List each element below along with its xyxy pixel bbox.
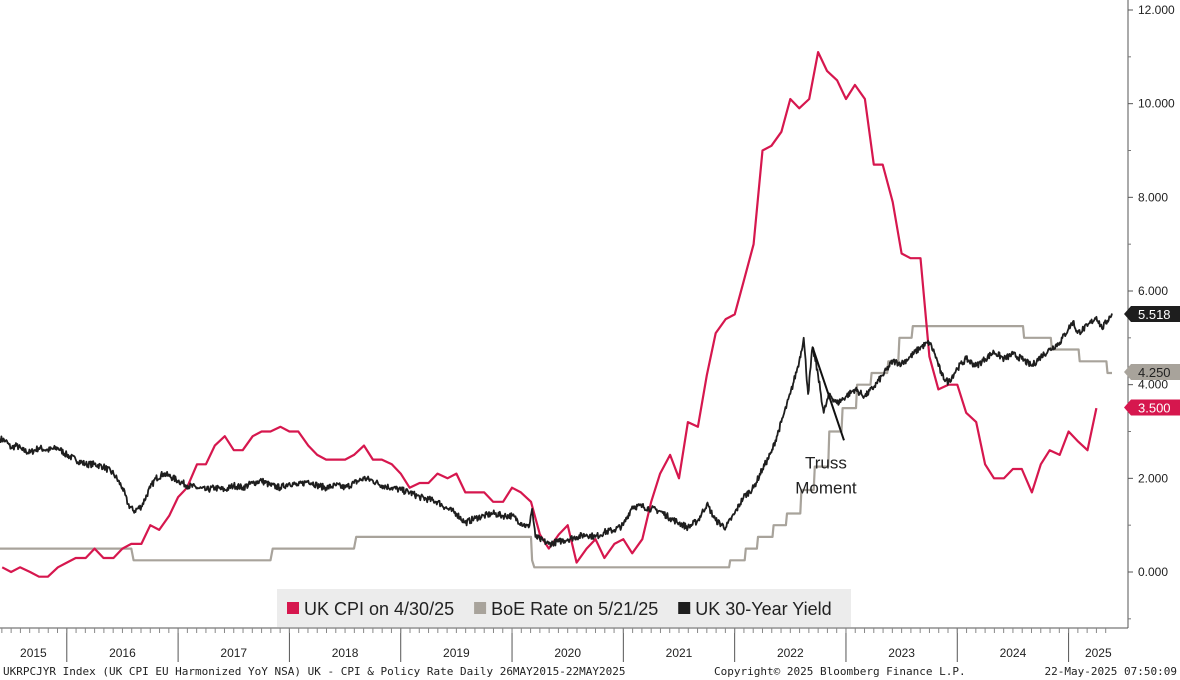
legend-entry: UK 30-Year Yield (695, 599, 831, 619)
legend-swatch (287, 602, 299, 614)
x-tick-label: 2022 (777, 646, 804, 660)
y-tick-label: 10.000 (1138, 97, 1175, 111)
series-layer (0, 51, 1113, 578)
x-tick-label: 2024 (1000, 646, 1027, 660)
last-value-badge (1124, 399, 1180, 416)
last-value-badge (1124, 306, 1180, 322)
y-tick-label: 6.000 (1138, 284, 1168, 298)
x-tick-label: 2021 (666, 646, 693, 660)
x-tick-label: 2020 (554, 646, 581, 660)
last-value-badges: 3.500 4.250 5.518 (1124, 306, 1180, 416)
y-axis: 12.000 10.000 8.000 6.000 4.000 2.000 0.000 (1127, 0, 1175, 628)
y-tick-label: 8.000 (1138, 190, 1168, 204)
last-value-badge (1124, 364, 1180, 380)
annotation-arrow (811, 346, 845, 441)
annotation-label: Moment (795, 478, 857, 497)
series-line-2 (0, 325, 1112, 569)
series-line-3 (0, 313, 1113, 548)
x-tick-label: 2025 (1085, 646, 1112, 660)
x-axis: 2015 2016 2017 2018 2019 2020 2021 2022 2023 2024… (0, 627, 1128, 662)
last-value-label: 5.518 (1138, 307, 1171, 322)
last-value-label: 4.250 (1138, 365, 1171, 380)
legend-entry: UK CPI on 4/30/25 (304, 599, 454, 619)
y-tick-label: 0.000 (1138, 565, 1168, 579)
legend: UK CPI on 4/30/25 BoE Rate on 5/21/25 UK 3… (277, 589, 851, 627)
footer-center: Copyright© 2025 Bloomberg Finance L.P. (714, 665, 966, 678)
x-tick-label: 2018 (332, 646, 359, 660)
legend-swatch (678, 602, 691, 614)
y-tick-label: 4.000 (1138, 378, 1168, 392)
series-line-1 (1, 51, 1098, 578)
legend-swatch (474, 602, 487, 614)
last-value-label: 3.500 (1138, 401, 1171, 416)
x-tick-label: 2015 (20, 646, 47, 660)
annotation-layer: Truss Moment (795, 346, 857, 497)
footer-left: UKRPCJYR Index (UK CPI EU Harmonized YoY… (3, 665, 626, 678)
x-tick-label: 2023 (888, 646, 915, 660)
footer: UKRPCJYR Index (UK CPI EU Harmonized YoY… (3, 665, 1177, 678)
x-tick-label: 2019 (443, 646, 470, 660)
x-tick-label: 2016 (109, 646, 136, 660)
legend-entry: BoE Rate on 5/21/25 (491, 599, 658, 619)
y-tick-label: 12.000 (1138, 3, 1175, 17)
x-tick-label: 2017 (220, 646, 247, 660)
footer-right: 22-May-2025 07:50:09 (1045, 665, 1177, 678)
annotation-label: Truss (805, 453, 847, 472)
legend-box (277, 589, 851, 627)
y-tick-label: 2.000 (1138, 471, 1168, 485)
